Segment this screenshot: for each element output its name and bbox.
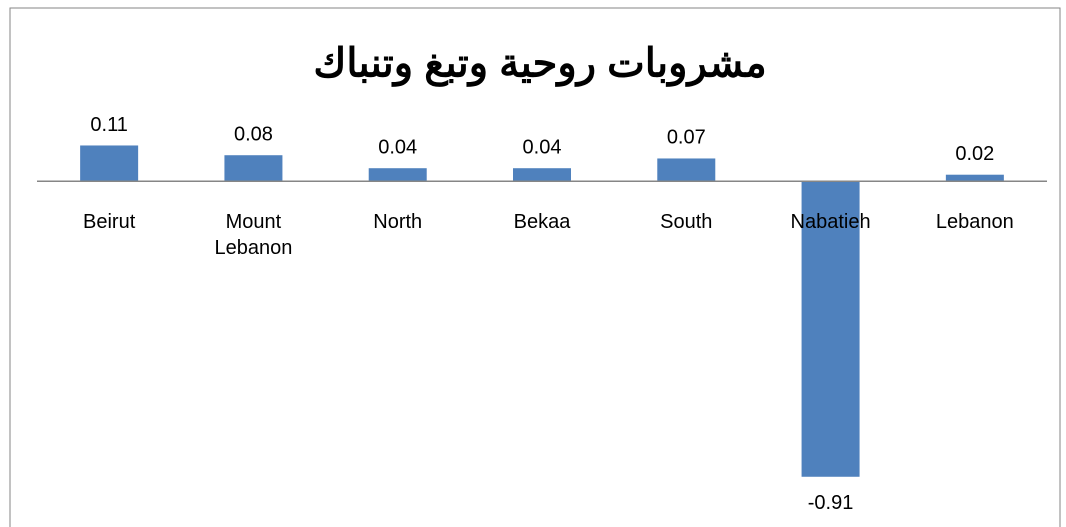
bar — [801, 181, 860, 477]
data-label: 0.11 — [90, 114, 127, 136]
x-tick-label: Lebanon — [935, 211, 1014, 234]
x-tick-label: Nabatieh — [790, 211, 871, 234]
bar — [513, 168, 571, 182]
chart-frame — [9, 7, 1061, 527]
x-tick-label: North — [373, 211, 423, 234]
chart-title: مشروبات روحية وتبغ وتنباك — [313, 42, 766, 88]
data-label: 0.08 — [234, 123, 273, 145]
bar — [224, 155, 283, 182]
data-label: 0.04 — [378, 136, 417, 158]
data-label: 0.02 — [955, 143, 994, 165]
x-tick-label: Mount Lebanon — [214, 211, 293, 260]
x-tick-label: Bekaa — [513, 211, 571, 234]
bar — [945, 174, 1004, 182]
data-label: 0.04 — [523, 136, 562, 158]
data-label: 0.07 — [667, 127, 706, 149]
bar — [657, 158, 716, 182]
bar — [368, 168, 427, 182]
x-tick-label: Beirut — [83, 211, 136, 234]
x-tick-label: South — [660, 211, 713, 234]
bar — [80, 145, 139, 182]
data-label: -0.91 — [808, 492, 854, 514]
